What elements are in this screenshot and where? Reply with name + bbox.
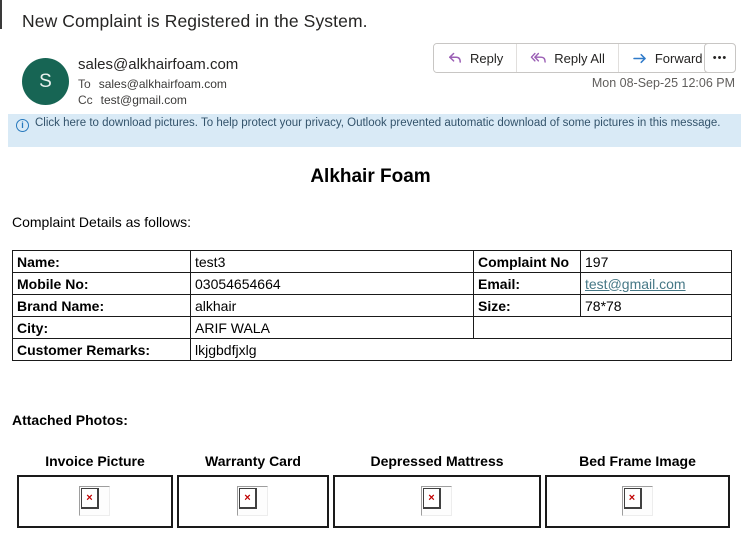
broken-image-icon: × bbox=[423, 488, 441, 509]
more-icon: ••• bbox=[712, 52, 728, 64]
attached-photos-heading: Attached Photos: bbox=[12, 412, 128, 428]
forward-button[interactable]: Forward bbox=[618, 44, 716, 72]
table-row: Brand Name: alkhair Size: 78*78 bbox=[12, 294, 732, 317]
reply-label: Reply bbox=[470, 50, 504, 66]
attachment-placeholder[interactable]: × bbox=[177, 475, 329, 528]
body-heading: Alkhair Foam bbox=[310, 166, 431, 187]
field-label: Brand Name: bbox=[12, 294, 191, 317]
field-label: Email: bbox=[473, 272, 581, 295]
photo-column: Depressed Mattress × bbox=[333, 453, 541, 528]
broken-image-icon: × bbox=[623, 488, 642, 509]
blocked-image-frame: × bbox=[421, 486, 452, 516]
blocked-image-frame: × bbox=[237, 486, 268, 516]
field-value: test3 bbox=[190, 250, 474, 273]
field-label: Complaint No bbox=[473, 250, 581, 273]
field-value: 03054654664 bbox=[190, 272, 474, 295]
field-value: alkhair bbox=[190, 294, 474, 317]
email-subject: New Complaint is Registered in the Syste… bbox=[22, 11, 368, 31]
to-line: To sales@alkhairfoam.com bbox=[78, 77, 227, 91]
banner-text: Click here to download pictures. To help… bbox=[35, 117, 721, 129]
cc-address[interactable]: test@gmail.com bbox=[100, 93, 187, 107]
to-label: To bbox=[78, 77, 91, 91]
photo-column: Warranty Card × bbox=[177, 453, 329, 528]
to-address[interactable]: sales@alkhairfoam.com bbox=[98, 77, 227, 91]
field-label: Size: bbox=[473, 294, 581, 317]
broken-image-icon: × bbox=[239, 488, 257, 509]
table-row: Customer Remarks: lkjgbdfjxlg bbox=[12, 338, 732, 361]
field-label: Customer Remarks: bbox=[12, 338, 191, 361]
reply-icon bbox=[449, 52, 461, 63]
table-row: City: ARIF WALA bbox=[12, 316, 732, 339]
complaint-details-intro: Complaint Details as follows: bbox=[12, 214, 191, 230]
attachment-placeholder[interactable]: × bbox=[17, 475, 173, 528]
download-pictures-banner[interactable]: i Click here to download pictures. To he… bbox=[8, 114, 741, 147]
attachment-placeholder[interactable]: × bbox=[545, 475, 730, 528]
table-row: Name: test3 Complaint No 197 bbox=[12, 250, 732, 273]
photo-label: Warranty Card bbox=[205, 453, 301, 469]
complaint-details-table: Name: test3 Complaint No 197 Mobile No: … bbox=[12, 250, 732, 361]
field-label: Mobile No: bbox=[12, 272, 191, 295]
reply-all-label: Reply All bbox=[554, 50, 605, 66]
broken-image-icon: × bbox=[81, 488, 99, 509]
broken-image-x: × bbox=[244, 491, 251, 504]
email-action-bar: Reply Reply All Forward bbox=[433, 43, 717, 73]
email-timestamp: Mon 08-Sep-25 12:06 PM bbox=[591, 76, 735, 90]
photo-label: Invoice Picture bbox=[45, 453, 145, 469]
info-icon: i bbox=[16, 119, 29, 132]
broken-image-x: × bbox=[86, 491, 93, 504]
photo-label: Bed Frame Image bbox=[579, 453, 696, 469]
photo-column: Invoice Picture × bbox=[17, 453, 173, 528]
field-value: ARIF WALA bbox=[190, 316, 474, 339]
field-value: 197 bbox=[580, 250, 732, 273]
field-value: test@gmail.com bbox=[580, 272, 732, 295]
photo-label: Depressed Mattress bbox=[370, 453, 504, 469]
field-value: 78*78 bbox=[580, 294, 732, 317]
attachment-placeholder[interactable]: × bbox=[333, 475, 541, 528]
field-label: City: bbox=[12, 316, 191, 339]
window-edge bbox=[0, 0, 2, 29]
photo-column: Bed Frame Image × bbox=[545, 453, 730, 528]
more-actions-button[interactable]: ••• bbox=[704, 43, 736, 73]
field-value: lkjgbdfjxlg bbox=[190, 338, 732, 361]
cc-line: Cc test@gmail.com bbox=[78, 93, 187, 107]
sender-avatar[interactable]: S bbox=[22, 58, 69, 105]
empty-cell bbox=[473, 316, 732, 339]
table-row: Mobile No: 03054654664 Email: test@gmail… bbox=[12, 272, 732, 295]
forward-label: Forward bbox=[654, 50, 703, 66]
field-label: Name: bbox=[12, 250, 191, 273]
blocked-image-frame: × bbox=[79, 486, 110, 516]
blocked-image-frame: × bbox=[621, 486, 653, 516]
sender-email[interactable]: sales@alkhairfoam.com bbox=[78, 56, 239, 73]
broken-image-x: × bbox=[428, 491, 435, 504]
cc-label: Cc bbox=[78, 93, 93, 107]
reply-all-icon bbox=[530, 52, 547, 63]
email-link[interactable]: test@gmail.com bbox=[585, 275, 686, 292]
broken-image-x: × bbox=[628, 491, 636, 504]
attached-photos: Invoice Picture × Warranty Card × Depres… bbox=[17, 453, 730, 528]
forward-icon bbox=[633, 53, 646, 63]
reply-all-button[interactable]: Reply All bbox=[517, 44, 619, 72]
reply-button[interactable]: Reply bbox=[434, 44, 518, 72]
